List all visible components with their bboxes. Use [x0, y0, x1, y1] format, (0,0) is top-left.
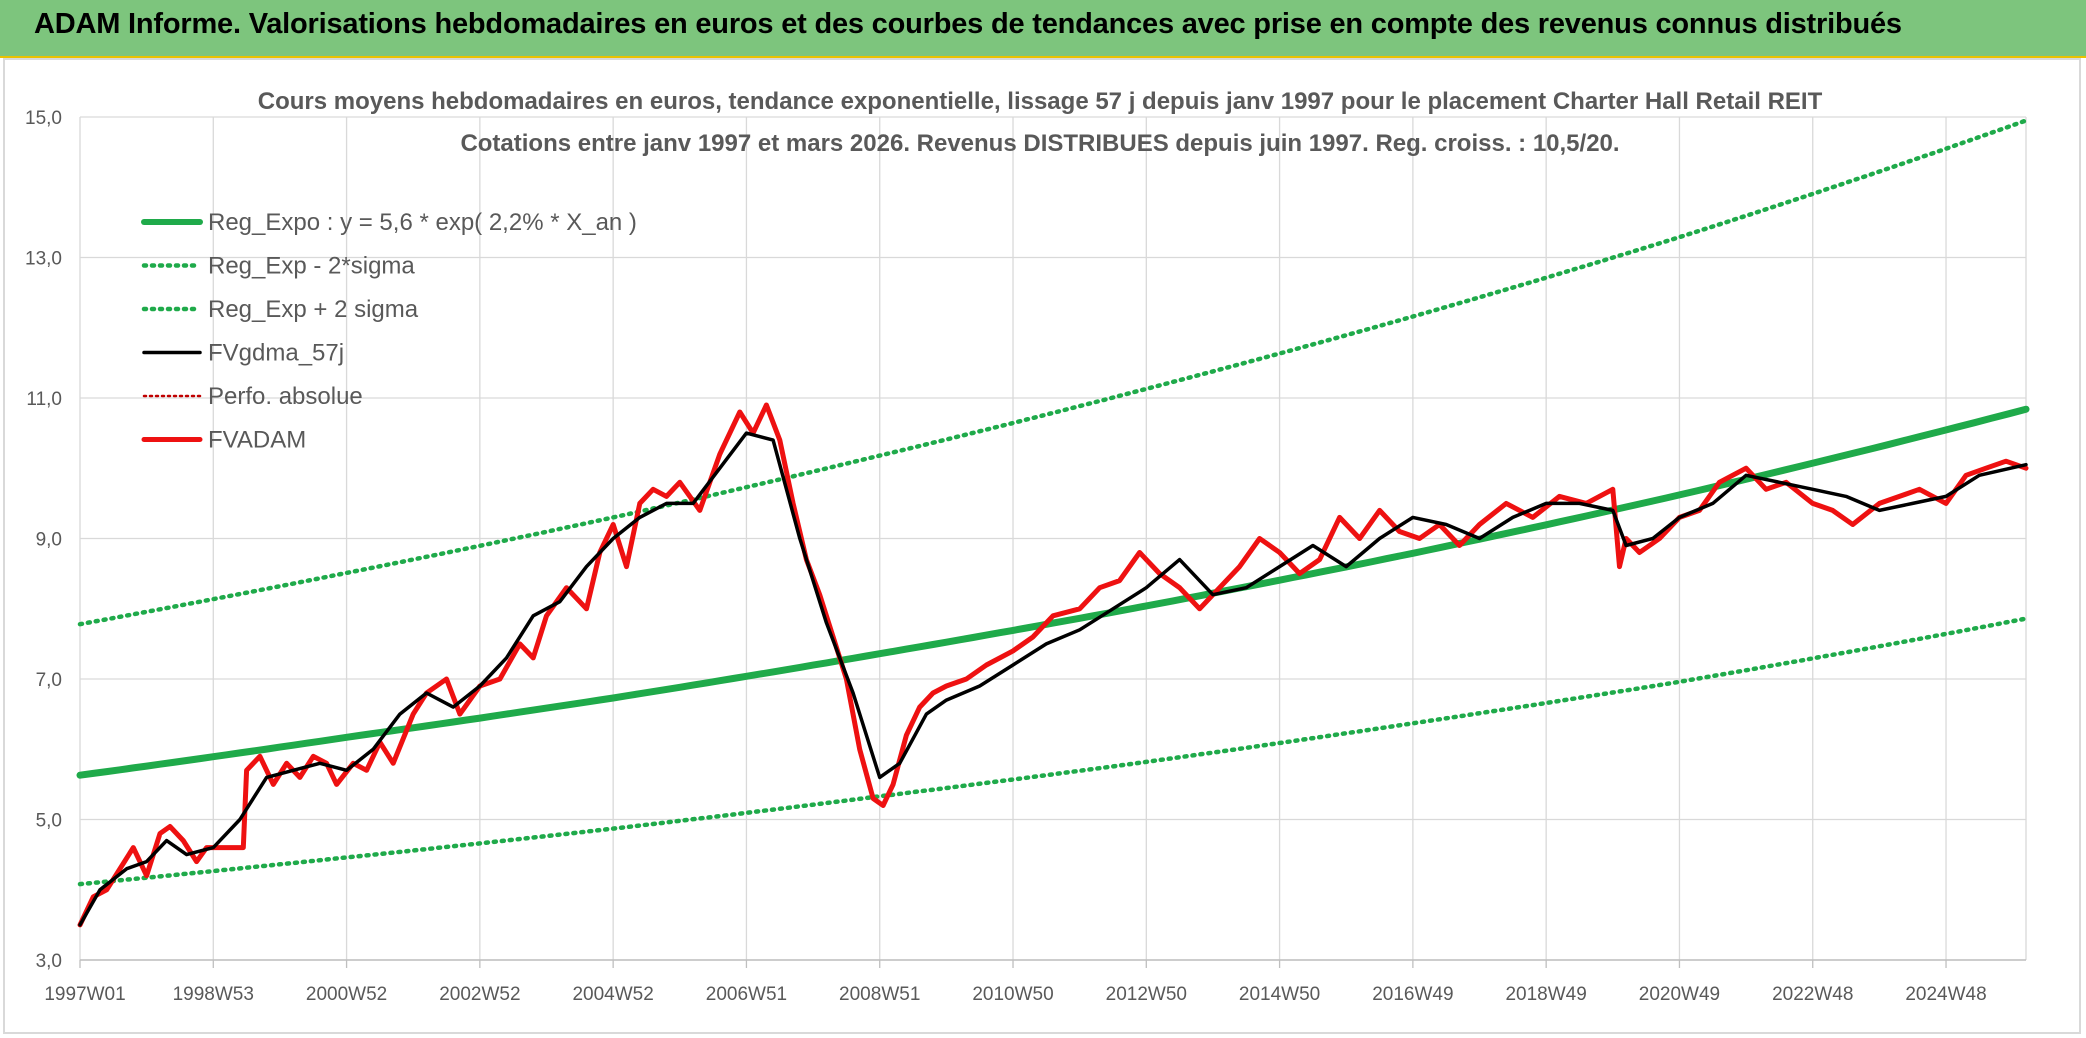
x-tick-label: 2000W52: [306, 984, 387, 1005]
y-tick-label: 5,0: [36, 811, 62, 832]
legend-label: Reg_Expo : y = 5,6 * exp( 2,2% * X_an ): [208, 209, 637, 236]
x-tick-label: 2022W48: [1772, 984, 1853, 1005]
y-tick-label: 9,0: [36, 530, 62, 551]
x-tick-label: 2010W50: [972, 984, 1053, 1005]
x-tick-label: 2024W48: [1905, 984, 1986, 1005]
y-tick-label: 11,0: [26, 389, 62, 410]
series-line-fvadam: [77, 402, 2029, 928]
legend-label: FVADAM: [208, 427, 306, 454]
x-tick-label: 2018W49: [1505, 984, 1586, 1005]
chart-title-line2: Cotations entre janv 1997 et mars 2026. …: [460, 130, 1619, 157]
series-layer: [76, 118, 2030, 928]
x-tick-label: 2014W50: [1239, 984, 1320, 1005]
legend-label: Perfo. absolue: [208, 383, 363, 410]
y-tick-label: 3,0: [36, 951, 62, 972]
grid-layer: [79, 116, 2027, 961]
x-tick-label: 2020W49: [1639, 984, 1720, 1005]
x-tick-label: 1998W53: [173, 984, 254, 1005]
legend-label: FVgdma_57j: [208, 340, 344, 367]
chart-frame: [3, 58, 2081, 1034]
y-tick-label: 7,0: [36, 670, 62, 691]
report-banner: ADAM Informe. Valorisations hebdomadaire…: [0, 0, 2086, 58]
x-tick-label: 2016W49: [1372, 984, 1453, 1005]
axis-layer: 3,0 5,0 7,0 9,0 11,0 13,0 15,0 1997W01 1998W53 20…: [25, 108, 2026, 1005]
x-tick-label: 2002W52: [439, 984, 520, 1005]
x-tick-label: 2004W52: [572, 984, 653, 1005]
series-line-reg-exp-2-sigma: [77, 118, 2029, 627]
series-line-reg-exp-2-sigma: [77, 616, 2029, 887]
legend-label: Reg_Exp - 2*sigma: [208, 253, 415, 280]
x-tick-label: 1997W01: [44, 984, 125, 1005]
x-tick-label: 2012W50: [1106, 984, 1187, 1005]
series-line-reg-expo-y-5-6-exp-2-2-x-an: [76, 405, 2030, 779]
report-title: ADAM Informe. Valorisations hebdomadaire…: [34, 8, 1902, 40]
y-tick-label: 15,0: [25, 108, 62, 129]
series-line-fvgdma-57j: [78, 431, 2028, 927]
chart-title-line1: Cours moyens hebdomadaires en euros, ten…: [258, 88, 1823, 115]
y-tick-label: 13,0: [25, 249, 62, 270]
x-tick-label: 2008W51: [839, 984, 920, 1005]
x-tick-label: 2006W51: [706, 984, 787, 1005]
legend-label: Reg_Exp + 2 sigma: [208, 296, 419, 323]
legend: Reg_Expo : y = 5,6 * exp( 2,2% * X_an ) R…: [141, 209, 637, 454]
